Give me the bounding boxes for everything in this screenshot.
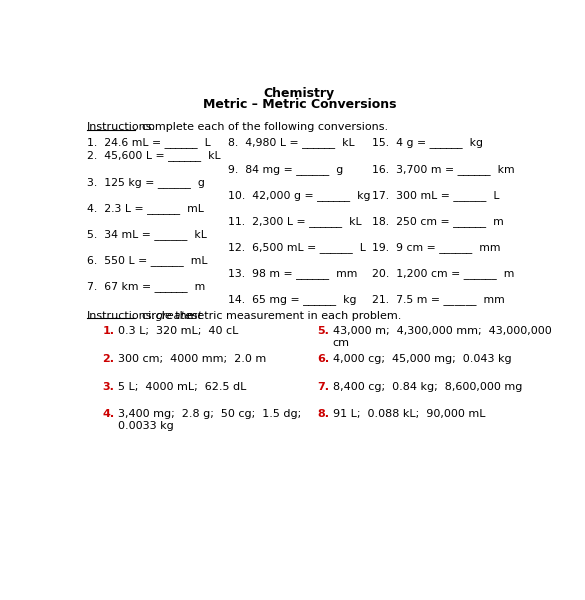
Text: 4.: 4. xyxy=(102,409,115,419)
Text: 1.  24.6 mL = ______  L: 1. 24.6 mL = ______ L xyxy=(87,137,211,148)
Text: 7.: 7. xyxy=(317,382,329,392)
Text: 13.  98 m = ______  mm: 13. 98 m = ______ mm xyxy=(228,268,357,279)
Text: 300 cm;  4000 mm;  2.0 m: 300 cm; 4000 mm; 2.0 m xyxy=(118,354,266,364)
Text: 15.  4 g = ______  kg: 15. 4 g = ______ kg xyxy=(371,137,483,148)
Text: 21.  7.5 m = ______  mm: 21. 7.5 m = ______ mm xyxy=(371,295,504,305)
Text: 4,000 cg;  45,000 mg;  0.043 kg: 4,000 cg; 45,000 mg; 0.043 kg xyxy=(333,354,511,364)
Text: 43,000 m;  4,300,000 mm;  43,000,000
cm: 43,000 m; 4,300,000 mm; 43,000,000 cm xyxy=(333,326,552,348)
Text: 14.  65 mg = ______  kg: 14. 65 mg = ______ kg xyxy=(228,295,357,305)
Text: 8,400 cg;  0.84 kg;  8,600,000 mg: 8,400 cg; 0.84 kg; 8,600,000 mg xyxy=(333,382,522,392)
Text: 9.  84 mg = ______  g: 9. 84 mg = ______ g xyxy=(228,164,343,175)
Text: 7.  67 km = ______  m: 7. 67 km = ______ m xyxy=(87,281,205,292)
Text: 10.  42,000 g = ______  kg: 10. 42,000 g = ______ kg xyxy=(228,190,371,201)
Text: 8.  4,980 L = ______  kL: 8. 4,980 L = ______ kL xyxy=(228,137,355,148)
Text: 8.: 8. xyxy=(317,409,329,419)
Text: 18.  250 cm = ______  m: 18. 250 cm = ______ m xyxy=(371,216,503,227)
Text: 5.: 5. xyxy=(317,326,329,336)
Text: 1.: 1. xyxy=(102,326,115,336)
Text: metric measurement in each problem.: metric measurement in each problem. xyxy=(183,311,401,320)
Text: 16.  3,700 m = ______  km: 16. 3,700 m = ______ km xyxy=(371,164,514,175)
Text: 0.3 L;  320 mL;  40 cL: 0.3 L; 320 mL; 40 cL xyxy=(118,326,239,336)
Text: 3,400 mg;  2.8 g;  50 cg;  1.5 dg;
0.0033 kg: 3,400 mg; 2.8 g; 50 cg; 1.5 dg; 0.0033 k… xyxy=(118,409,301,431)
Text: 5.  34 mL = ______  kL: 5. 34 mL = ______ kL xyxy=(87,229,207,240)
Text: Chemistry: Chemistry xyxy=(264,88,335,100)
Text: 6.  550 L = ______  mL: 6. 550 L = ______ mL xyxy=(87,255,208,266)
Text: 2.  45,600 L = ______  kL: 2. 45,600 L = ______ kL xyxy=(87,151,221,161)
Text: greatest: greatest xyxy=(155,311,202,320)
Text: Instructions:: Instructions: xyxy=(87,122,156,132)
Text: 91 L;  0.088 kL;  90,000 mL: 91 L; 0.088 kL; 90,000 mL xyxy=(333,409,485,419)
Text: circle the: circle the xyxy=(135,311,197,320)
Text: complete each of the following conversions.: complete each of the following conversio… xyxy=(135,122,388,132)
Text: 11.  2,300 L = ______  kL: 11. 2,300 L = ______ kL xyxy=(228,216,362,227)
Text: 4.  2.3 L = ______  mL: 4. 2.3 L = ______ mL xyxy=(87,203,204,214)
Text: 12.  6,500 mL = ______  L: 12. 6,500 mL = ______ L xyxy=(228,242,366,253)
Text: 17.  300 mL = ______  L: 17. 300 mL = ______ L xyxy=(371,190,499,201)
Text: 3.: 3. xyxy=(102,382,115,392)
Text: 5 L;  4000 mL;  62.5 dL: 5 L; 4000 mL; 62.5 dL xyxy=(118,382,246,392)
Text: 6.: 6. xyxy=(317,354,329,364)
Text: Metric – Metric Conversions: Metric – Metric Conversions xyxy=(202,98,396,111)
Text: Instructions:: Instructions: xyxy=(87,311,156,320)
Text: 2.: 2. xyxy=(102,354,115,364)
Text: 20.  1,200 cm = ______  m: 20. 1,200 cm = ______ m xyxy=(371,268,514,279)
Text: 19.  9 cm = ______  mm: 19. 9 cm = ______ mm xyxy=(371,242,500,253)
Text: 3.  125 kg = ______  g: 3. 125 kg = ______ g xyxy=(87,177,205,188)
